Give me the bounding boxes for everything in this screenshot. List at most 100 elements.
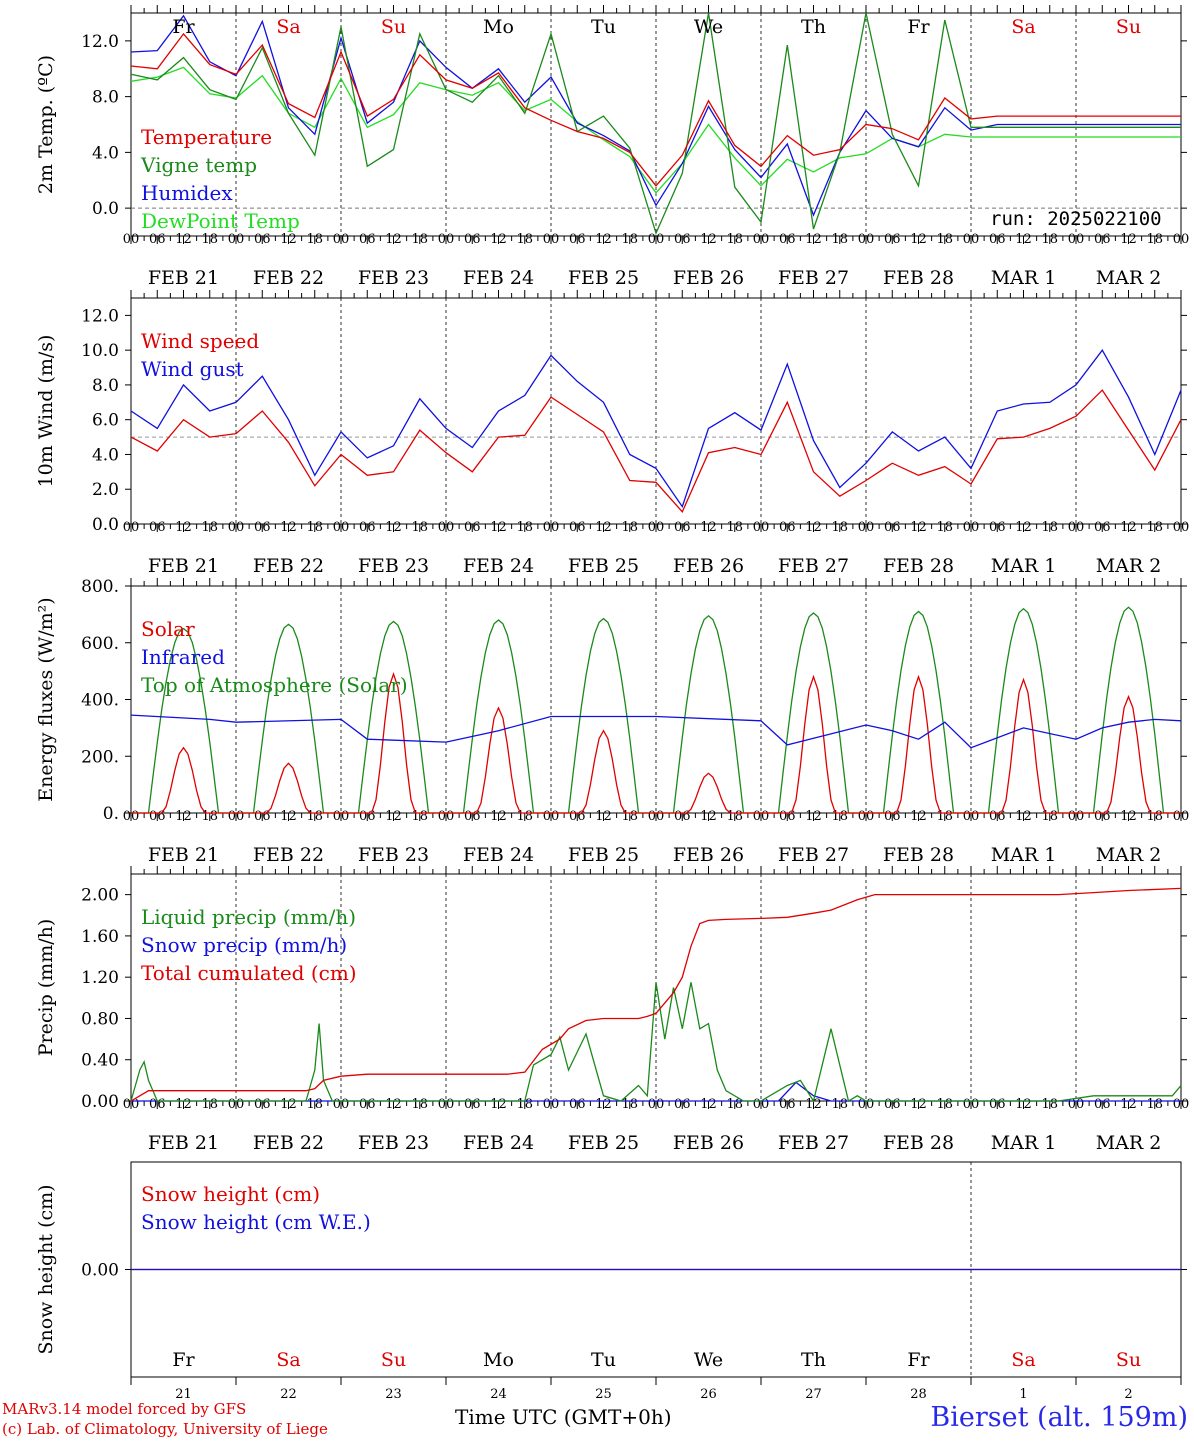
x-hour-label: 00 bbox=[1173, 1097, 1190, 1112]
x-hour-label: 06 bbox=[884, 232, 901, 247]
x-hour-label: 12 bbox=[490, 809, 507, 824]
x-hour-label: 00 bbox=[543, 232, 560, 247]
x-hour-label: 00 bbox=[333, 809, 350, 824]
x-hour-label: 12 bbox=[1015, 520, 1032, 535]
x-hour-label: 12 bbox=[805, 520, 822, 535]
x-date-label: MAR 1 bbox=[991, 267, 1057, 289]
weekday-label-bottom: Su bbox=[381, 1349, 406, 1371]
y-tick-label-wind: 10.0 bbox=[81, 341, 119, 361]
x-date-label: MAR 2 bbox=[1096, 555, 1162, 577]
x-date-label: FEB 24 bbox=[463, 844, 534, 866]
x-hour-label: 06 bbox=[989, 809, 1006, 824]
weekday-label-top: Sa bbox=[1011, 16, 1035, 38]
x-hour-label: 00 bbox=[648, 809, 665, 824]
x-hour-label: 12 bbox=[910, 232, 927, 247]
x-date-label: FEB 27 bbox=[778, 555, 849, 577]
x-hour-label: 12 bbox=[385, 232, 402, 247]
x-date-label: FEB 26 bbox=[673, 844, 744, 866]
x-hour-label: 18 bbox=[1041, 520, 1058, 535]
legend-solar: Solar bbox=[141, 617, 195, 641]
x-hour-label: 12 bbox=[1120, 1097, 1137, 1112]
x-hour-label: 06 bbox=[464, 520, 481, 535]
series-wind-speed bbox=[130, 389, 1182, 513]
x-hour-label: 00 bbox=[1068, 232, 1085, 247]
x-date-label: FEB 21 bbox=[148, 1132, 219, 1154]
x-hour-label: 06 bbox=[464, 232, 481, 247]
x-hour-label: 12 bbox=[1120, 520, 1137, 535]
x-hour-label: 18 bbox=[306, 520, 323, 535]
weekday-label-bottom: Su bbox=[1116, 1349, 1141, 1371]
x-hour-label: 00 bbox=[438, 232, 455, 247]
x-hour-label: 18 bbox=[411, 520, 428, 535]
x-hour-label: 12 bbox=[700, 232, 717, 247]
x-hour-label: 18 bbox=[936, 1097, 953, 1112]
x-date-label: MAR 2 bbox=[1096, 1132, 1162, 1154]
x-hour-label: 06 bbox=[989, 232, 1006, 247]
x-hour-label: 06 bbox=[149, 232, 166, 247]
series-temperature bbox=[130, 32, 1181, 187]
x-date-label: FEB 25 bbox=[568, 555, 639, 577]
x-hour-label: 06 bbox=[464, 1097, 481, 1112]
y-tick-label-snow: 0.00 bbox=[81, 1261, 119, 1281]
x-hour-label: 06 bbox=[359, 809, 376, 824]
x-hour-label: 00 bbox=[648, 520, 665, 535]
day-number-label: 23 bbox=[385, 1387, 402, 1402]
legend-wind-speed: Wind speed bbox=[141, 329, 259, 353]
x-hour-label: 18 bbox=[411, 809, 428, 824]
series-solar-day bbox=[551, 729, 656, 814]
y-tick-label-temp: 0.0 bbox=[92, 199, 119, 219]
series-toa-solar-day bbox=[446, 619, 551, 814]
x-hour-label: 06 bbox=[1094, 520, 1111, 535]
series-toa-solar-day bbox=[236, 623, 341, 814]
y-tick-label-wind: 2.0 bbox=[92, 480, 119, 500]
x-hour-label: 00 bbox=[123, 232, 140, 247]
x-date-label: FEB 24 bbox=[463, 1132, 534, 1154]
x-hour-label: 00 bbox=[333, 1097, 350, 1112]
x-hour-label: 06 bbox=[779, 809, 796, 824]
y-axis-label-temp: 2m Temp. (ºC) bbox=[35, 55, 57, 194]
series-liquid-precip bbox=[130, 982, 1182, 1103]
x-hour-label: 18 bbox=[1041, 232, 1058, 247]
x-date-label: FEB 28 bbox=[883, 1132, 954, 1154]
x-hour-label: 00 bbox=[1173, 232, 1190, 247]
x-hour-label: 06 bbox=[149, 520, 166, 535]
x-hour-label: 18 bbox=[1146, 1097, 1163, 1112]
y-tick-label-temp: 8.0 bbox=[92, 88, 119, 108]
x-hour-label: 18 bbox=[1041, 1097, 1058, 1112]
x-hour-label: 00 bbox=[963, 809, 980, 824]
weekday-label-top: Sa bbox=[276, 16, 300, 38]
series-toa-solar-day bbox=[551, 617, 656, 814]
weekday-label-bottom: Th bbox=[801, 1349, 826, 1371]
x-hour-label: 12 bbox=[280, 1097, 297, 1112]
x-date-label: FEB 21 bbox=[148, 844, 219, 866]
y-tick-label-wind: 12.0 bbox=[81, 306, 119, 326]
x-hour-label: 12 bbox=[175, 232, 192, 247]
x-hour-label: 18 bbox=[411, 232, 428, 247]
y-tick-label-wind: 8.0 bbox=[92, 376, 119, 396]
x-hour-label: 00 bbox=[438, 520, 455, 535]
x-date-label: FEB 26 bbox=[673, 555, 744, 577]
x-hour-label: 00 bbox=[963, 232, 980, 247]
y-tick-label-wind: 4.0 bbox=[92, 445, 119, 465]
y-tick-label-flux: 0. bbox=[103, 804, 119, 824]
x-hour-label: 18 bbox=[936, 809, 953, 824]
x-hour-label: 12 bbox=[910, 1097, 927, 1112]
day-number-label: 26 bbox=[700, 1387, 717, 1402]
weekday-label-top: Mo bbox=[483, 16, 514, 38]
x-date-label: MAR 1 bbox=[991, 844, 1057, 866]
series-solar-day bbox=[236, 762, 341, 814]
x-hour-label: 12 bbox=[280, 809, 297, 824]
y-tick-label-flux: 400. bbox=[81, 691, 119, 711]
x-hour-label: 00 bbox=[753, 520, 770, 535]
legend-top-of-atmosphere-solar-: Top of Atmosphere (Solar) bbox=[141, 673, 408, 697]
x-hour-label: 12 bbox=[1120, 232, 1137, 247]
x-hour-label: 06 bbox=[884, 520, 901, 535]
x-hour-label: 06 bbox=[1094, 1097, 1111, 1112]
x-hour-label: 06 bbox=[1094, 809, 1111, 824]
x-hour-label: 00 bbox=[333, 232, 350, 247]
x-hour-label: 00 bbox=[228, 232, 245, 247]
x-hour-label: 12 bbox=[490, 1097, 507, 1112]
x-hour-label: 06 bbox=[359, 1097, 376, 1112]
x-hour-label: 12 bbox=[490, 232, 507, 247]
